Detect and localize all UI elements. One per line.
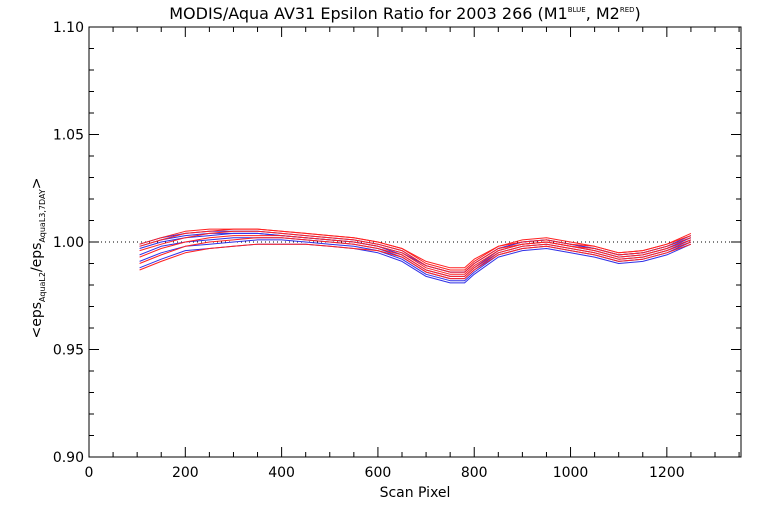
x-tick-label: 600 <box>365 465 392 481</box>
x-tick-label: 200 <box>172 465 199 481</box>
y-tick-label: 0.95 <box>53 343 84 359</box>
y-tick-label: 1.05 <box>53 128 84 144</box>
m2-superscript: RED <box>620 6 635 14</box>
series-line-m2-11 <box>139 228 692 269</box>
x-tick-label: 800 <box>461 465 488 481</box>
axis-ticks <box>88 26 741 458</box>
x-axis-label: Scan Pixel <box>380 485 451 501</box>
series-lines <box>139 228 692 284</box>
m1-superscript: BLUE <box>568 6 586 14</box>
x-tick-label: 0 <box>85 465 94 481</box>
y-axis-label: <epsAquaL2/epsAquaL3,7DAY> <box>29 177 47 338</box>
series-line-m2-7 <box>139 230 692 273</box>
axis-tick-labels: 0 200 400 600 800 1000 1200 0.90 0.95 1.00 1.05 1.1… <box>53 20 685 481</box>
chart-title: MODIS/Aqua AV31 Epsilon Ratio for 2003 2… <box>169 4 641 23</box>
series-line-m2-10 <box>139 243 692 280</box>
y-tick-label: 0.90 <box>53 450 84 466</box>
x-tick-label: 1200 <box>649 465 685 481</box>
x-tick-label: 1000 <box>553 465 589 481</box>
x-tick-label: 400 <box>268 465 295 481</box>
series-line-m2-9 <box>139 237 692 277</box>
y-tick-label: 1.10 <box>53 20 84 36</box>
y-tick-label: 1.00 <box>53 235 84 251</box>
series-line-m2-8 <box>139 235 692 275</box>
